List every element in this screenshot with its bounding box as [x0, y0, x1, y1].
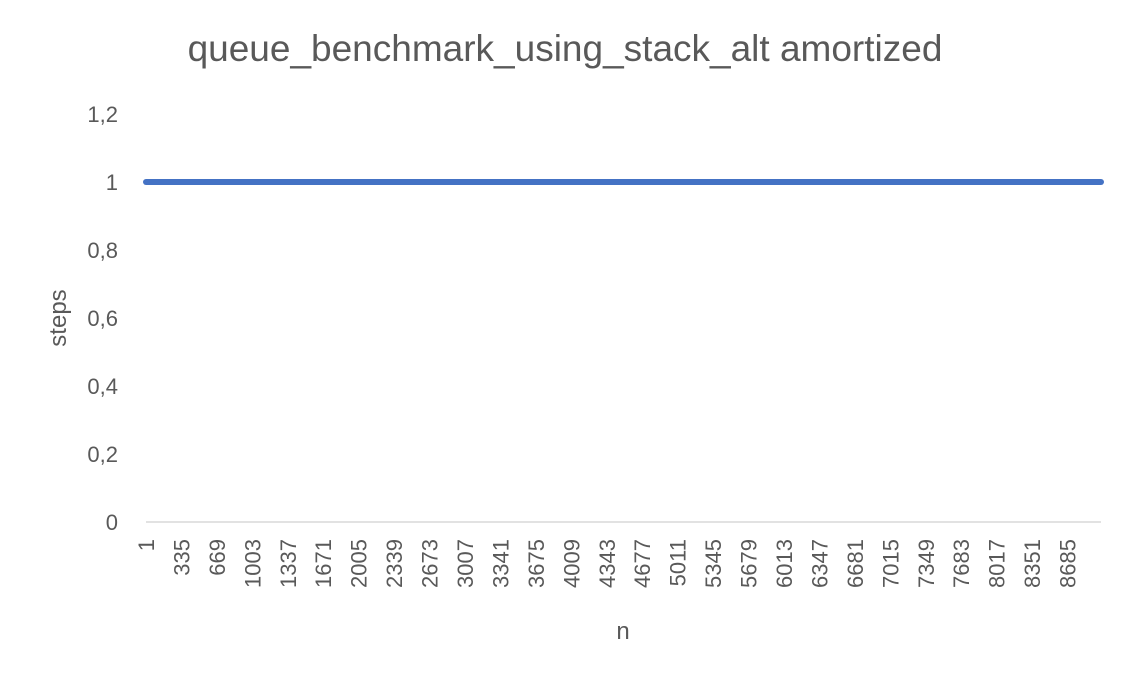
y-tick-label: 0,8	[87, 238, 118, 263]
x-tick-label: 2005	[347, 539, 372, 588]
x-tick-label: 6013	[772, 539, 797, 588]
x-tick-label: 4009	[559, 539, 584, 588]
x-tick-label: 7349	[914, 539, 939, 588]
x-tick-label: 3675	[524, 539, 549, 588]
x-axis-tick-labels: 1 335 669 1003 1337 1671 2005 2339 2673 3007 3341 3…	[134, 539, 1081, 588]
x-tick-label: 335	[169, 539, 194, 576]
x-tick-label: 7015	[878, 539, 903, 588]
y-tick-label: 0,2	[87, 442, 118, 467]
x-tick-label: 8685	[1056, 539, 1081, 588]
x-tick-label: 8351	[1020, 539, 1045, 588]
x-tick-label: 3341	[488, 539, 513, 588]
x-tick-label: 6681	[843, 539, 868, 588]
y-tick-label: 1	[106, 170, 118, 195]
x-tick-label: 669	[205, 539, 230, 576]
y-tick-label: 0,4	[87, 374, 118, 399]
x-tick-label: 1337	[276, 539, 301, 588]
x-tick-label: 5679	[737, 539, 762, 588]
x-tick-label: 3007	[453, 539, 478, 588]
x-tick-label: 1	[134, 539, 159, 551]
x-tick-label: 5345	[701, 539, 726, 588]
x-tick-label: 5011	[666, 539, 691, 586]
x-tick-label: 8017	[985, 539, 1010, 588]
x-tick-label: 4677	[630, 539, 655, 588]
x-tick-label: 2339	[382, 539, 407, 588]
chart-title: queue_benchmark_using_stack_alt amortize…	[188, 28, 943, 69]
y-tick-label: 1,2	[87, 102, 118, 127]
x-tick-label: 4343	[595, 539, 620, 588]
y-tick-label: 0,6	[87, 306, 118, 331]
y-axis-tick-labels: 0 0,2 0,4 0,6 0,8 1 1,2	[87, 102, 118, 535]
x-tick-label: 1671	[311, 539, 336, 588]
x-axis-title: n	[616, 618, 629, 645]
y-axis-title: steps	[45, 289, 72, 346]
x-tick-label: 1003	[240, 539, 265, 588]
x-tick-label: 2673	[418, 539, 443, 588]
x-tick-label: 7683	[949, 539, 974, 588]
y-tick-label: 0	[106, 510, 118, 535]
x-tick-label: 6347	[807, 539, 832, 588]
